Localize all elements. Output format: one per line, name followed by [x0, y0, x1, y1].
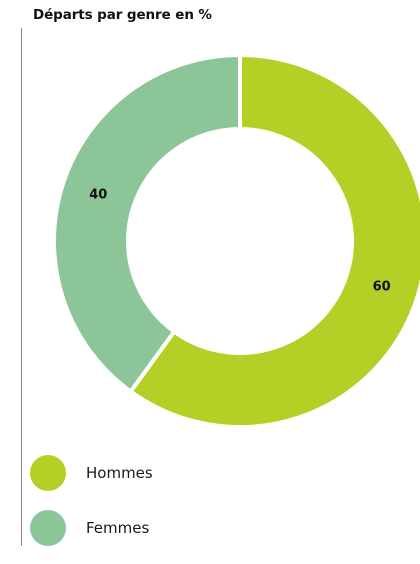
data-label-hommes: 60 — [373, 280, 391, 295]
donut-slice-hommes — [128, 53, 420, 429]
legend-item-hommes: Hommes — [30, 454, 153, 492]
legend-label-hommes: Hommes — [86, 464, 153, 482]
legend-label-femmes: Femmes — [86, 519, 150, 537]
donut-chart: 60 40 — [52, 53, 420, 429]
donut-slices — [52, 53, 420, 429]
left-divider-line — [21, 28, 22, 546]
data-label-femmes: 40 — [89, 188, 107, 203]
donut-data-labels: 60 40 — [89, 188, 390, 295]
legend-item-femmes: Femmes — [30, 509, 153, 547]
chart-title: Départs par genre en % — [33, 7, 212, 23]
legend-swatch-femmes — [30, 510, 66, 546]
legend-swatch-hommes — [30, 455, 66, 491]
chart-legend: Hommes Femmes — [30, 454, 153, 564]
donut-slice-femmes — [52, 53, 242, 394]
